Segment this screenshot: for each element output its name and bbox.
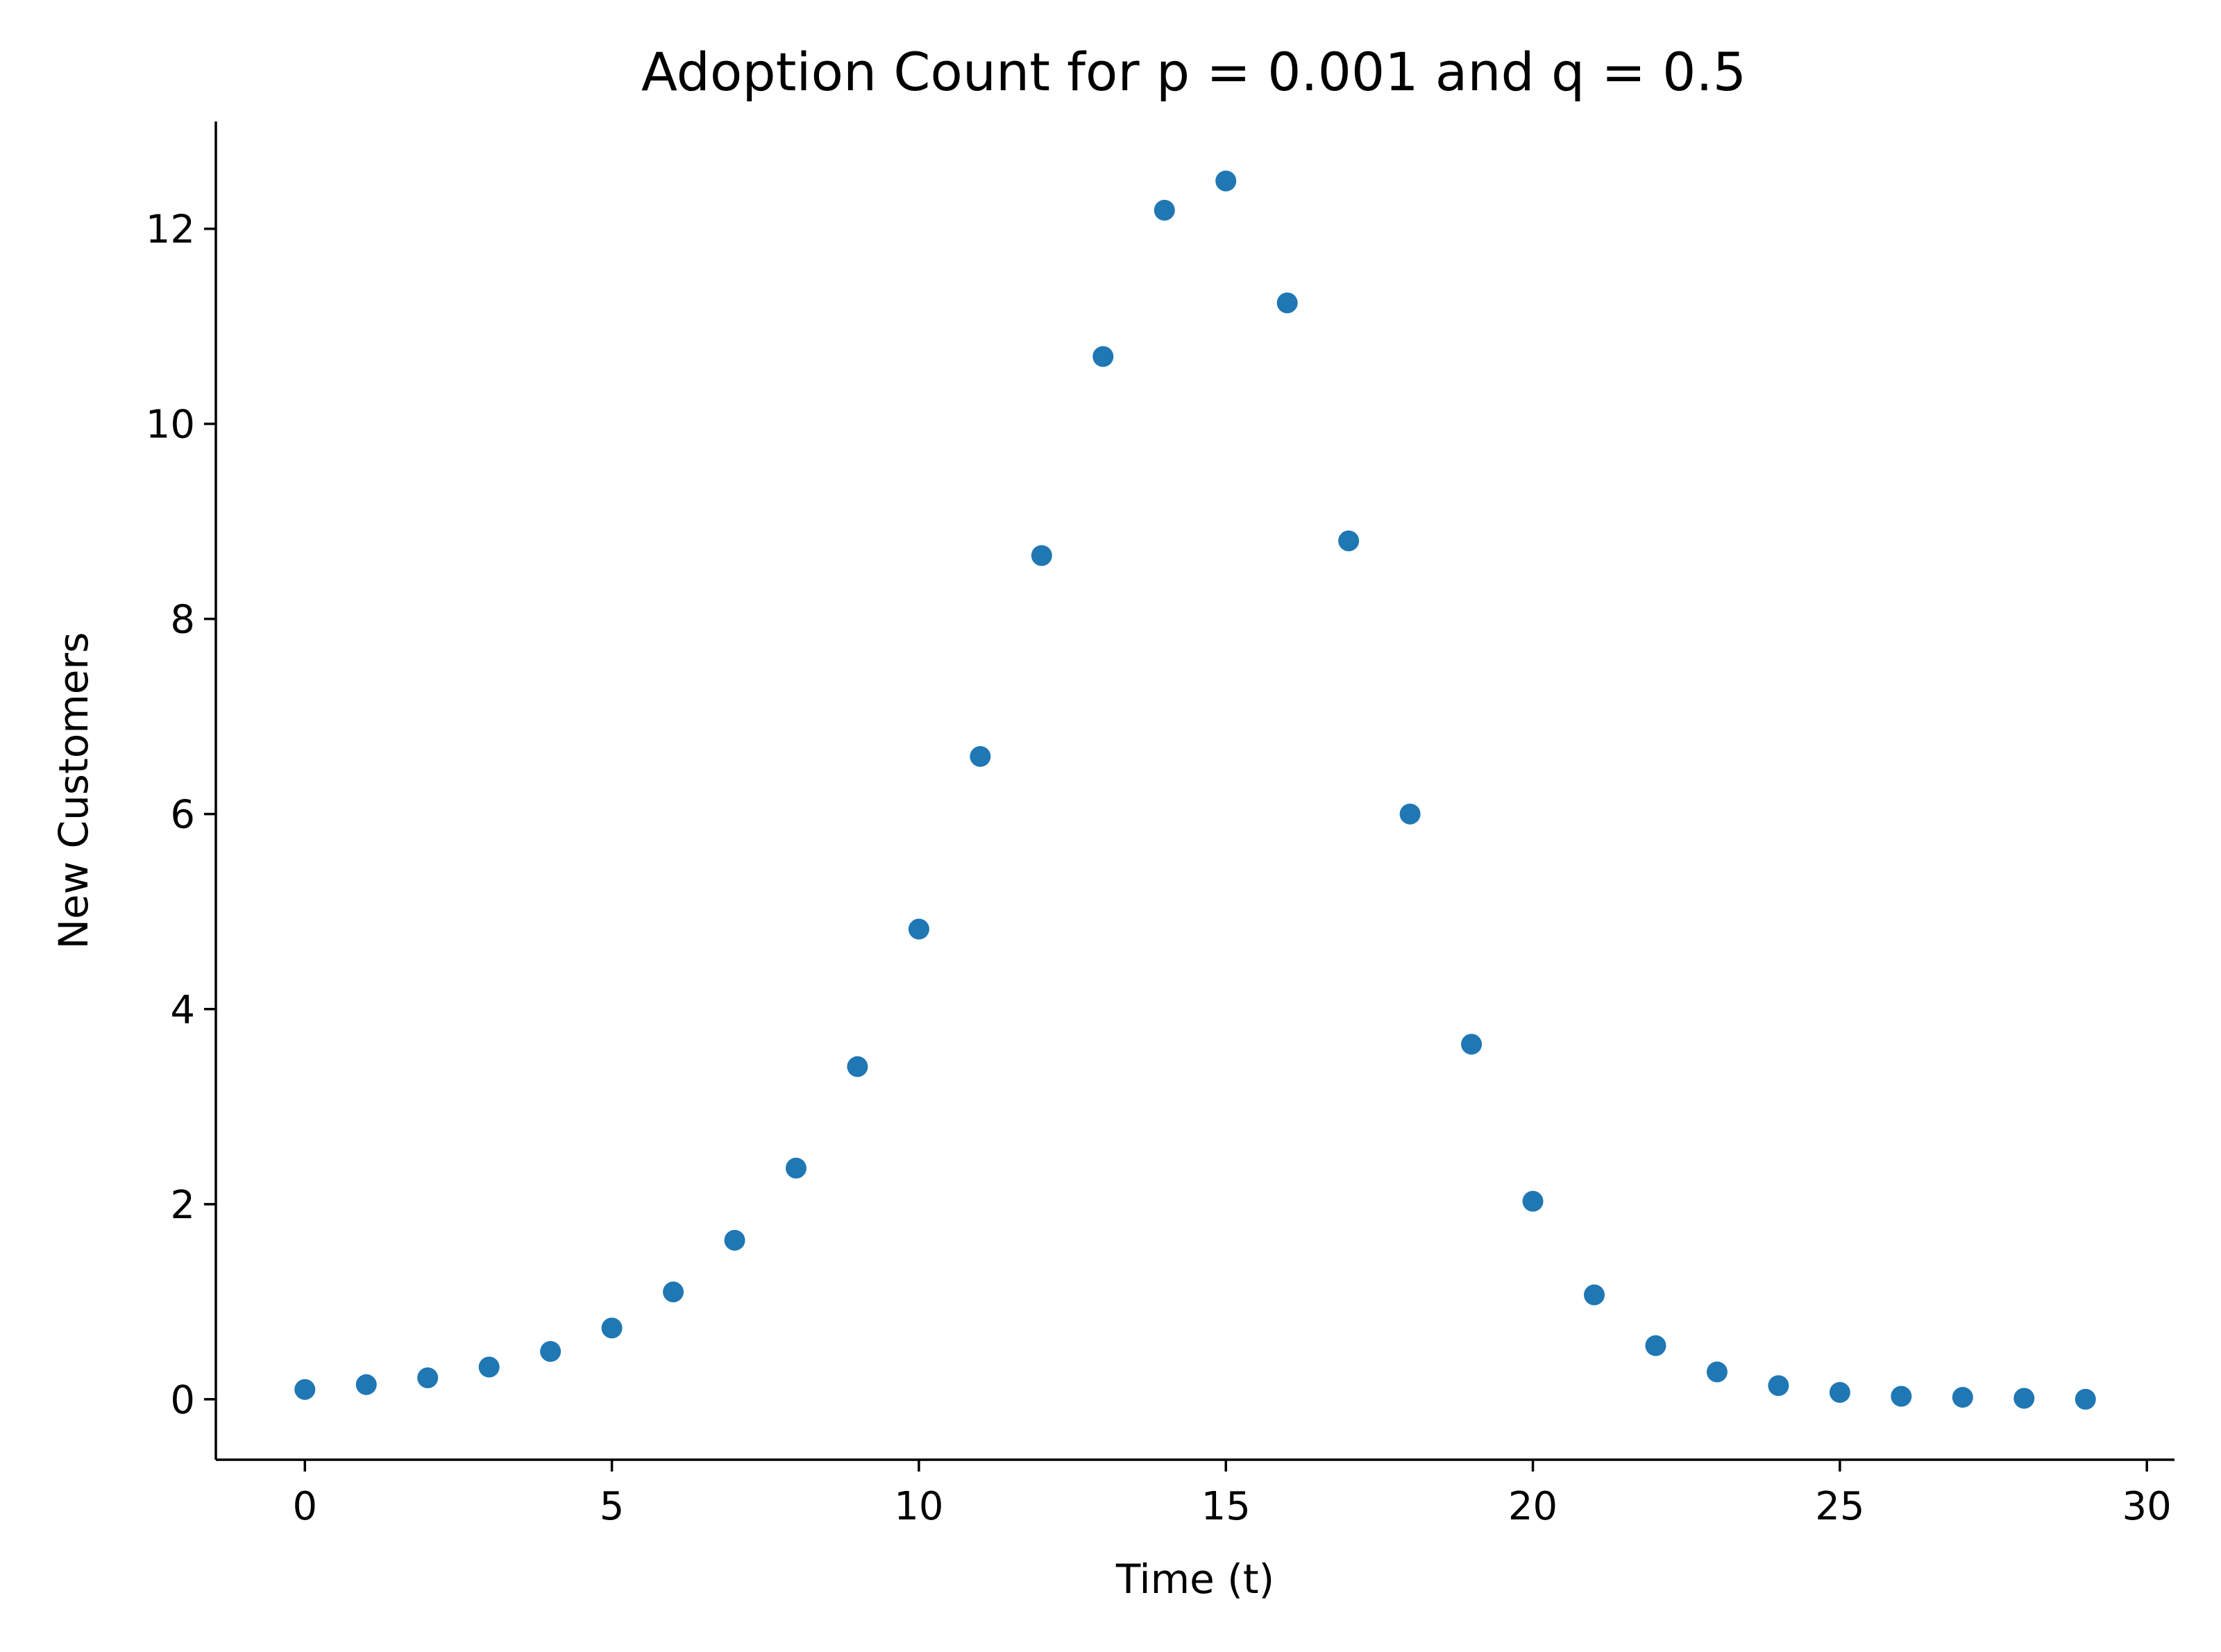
x-tick-label: 5 bbox=[600, 1484, 625, 1529]
x-tick-label: 25 bbox=[1815, 1484, 1864, 1529]
y-axis-ticks: 0 2 4 6 8 10 12 bbox=[146, 208, 216, 1423]
data-point bbox=[1522, 1190, 1544, 1212]
data-point bbox=[1031, 545, 1052, 566]
chart-title: Adoption Count for p = 0.001 and q = 0.5 bbox=[641, 41, 1746, 103]
y-tick-label: 2 bbox=[170, 1183, 195, 1228]
data-point bbox=[2075, 1388, 2096, 1410]
data-points bbox=[294, 170, 2096, 1410]
data-point bbox=[1645, 1335, 1666, 1356]
data-point bbox=[1706, 1361, 1728, 1383]
y-tick-label: 10 bbox=[146, 403, 195, 448]
data-point bbox=[478, 1356, 500, 1378]
y-axis-label: New Customers bbox=[50, 632, 97, 950]
x-tick-label: 0 bbox=[292, 1484, 317, 1529]
data-point bbox=[2013, 1388, 2035, 1409]
data-point bbox=[1154, 199, 1175, 221]
data-point bbox=[663, 1281, 684, 1303]
data-point bbox=[1338, 530, 1360, 552]
data-point bbox=[1276, 292, 1298, 314]
data-point bbox=[1215, 170, 1237, 192]
data-point bbox=[1768, 1375, 1789, 1397]
x-axis-label: Time (t) bbox=[1115, 1556, 1274, 1603]
y-tick-label: 4 bbox=[170, 988, 195, 1033]
data-point bbox=[417, 1367, 439, 1388]
data-point bbox=[1584, 1284, 1605, 1306]
data-point bbox=[1092, 346, 1114, 367]
data-point bbox=[908, 918, 929, 940]
data-point bbox=[1891, 1385, 1912, 1407]
data-point bbox=[1952, 1387, 1973, 1408]
y-tick-label: 0 bbox=[170, 1378, 195, 1423]
y-tick-label: 12 bbox=[146, 208, 195, 253]
data-point bbox=[1829, 1382, 1850, 1404]
x-axis-ticks: 0 5 10 15 20 25 30 bbox=[292, 1460, 2172, 1529]
x-tick-label: 15 bbox=[1201, 1484, 1251, 1529]
data-point bbox=[724, 1229, 745, 1251]
x-tick-label: 30 bbox=[2122, 1484, 2172, 1529]
y-tick-label: 6 bbox=[170, 793, 195, 838]
y-tick-label: 8 bbox=[170, 598, 195, 643]
data-point bbox=[970, 745, 991, 767]
data-point bbox=[847, 1056, 868, 1077]
x-tick-label: 20 bbox=[1508, 1484, 1557, 1529]
data-point bbox=[601, 1317, 623, 1339]
data-point bbox=[1461, 1034, 1483, 1055]
data-point bbox=[540, 1341, 561, 1363]
data-point bbox=[1399, 803, 1421, 825]
x-tick-label: 10 bbox=[894, 1484, 943, 1529]
data-point bbox=[785, 1157, 807, 1179]
data-point bbox=[355, 1374, 377, 1395]
data-point bbox=[294, 1379, 316, 1400]
